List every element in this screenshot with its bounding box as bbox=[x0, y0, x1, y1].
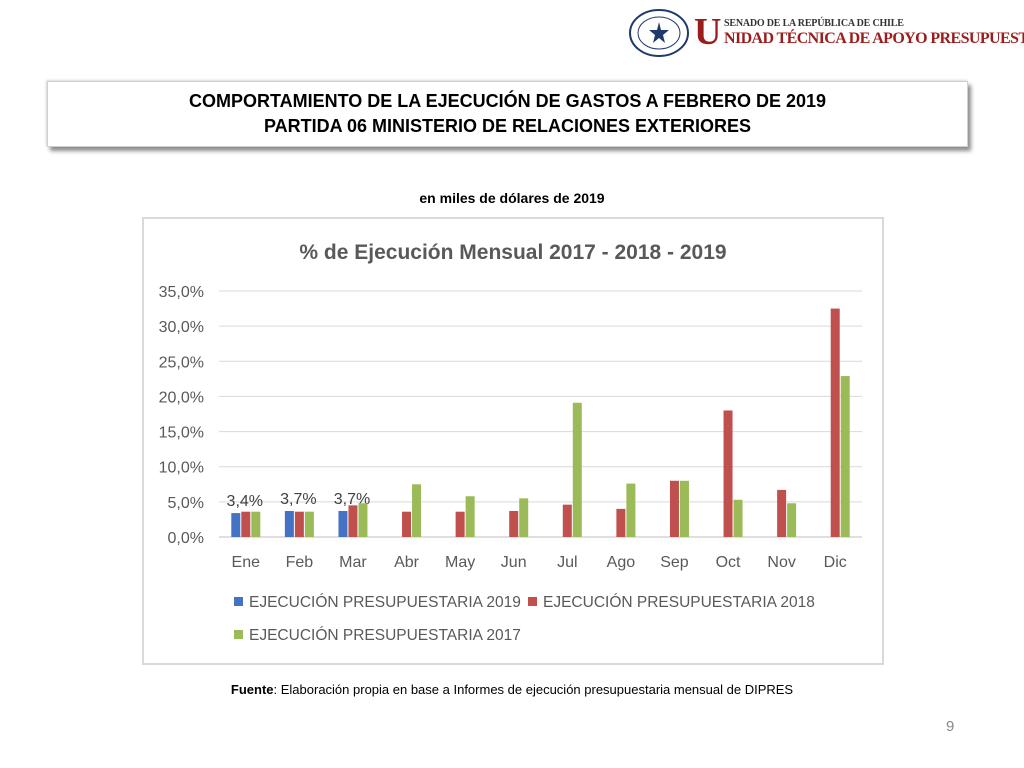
bar bbox=[669, 480, 679, 537]
bar bbox=[626, 483, 636, 537]
brand-main-text: NIDAD TÉCNICA DE APOYO PRESUPUESTARIO bbox=[724, 30, 1024, 47]
bar bbox=[284, 510, 294, 537]
x-tick-label: May bbox=[445, 554, 475, 571]
legend-swatch bbox=[528, 597, 537, 606]
legend-label: EJECUCIÓN PRESUPUESTARIA 2018 bbox=[543, 594, 815, 611]
x-tick-label: Feb bbox=[286, 554, 314, 571]
bar bbox=[412, 484, 422, 537]
bar-chart: % de Ejecución Mensual 2017 - 2018 - 201… bbox=[159, 241, 862, 644]
title-box: COMPORTAMIENTO DE LA EJECUCIÓN DE GASTOS… bbox=[47, 81, 968, 147]
bar bbox=[509, 510, 519, 537]
x-tick-label: Abr bbox=[394, 554, 420, 571]
bar bbox=[519, 498, 529, 537]
bar bbox=[338, 510, 348, 537]
bar bbox=[358, 503, 368, 537]
data-label: 3,4% bbox=[227, 493, 263, 510]
bar bbox=[294, 511, 304, 537]
y-tick-label: 0,0% bbox=[168, 530, 204, 547]
bar bbox=[777, 489, 787, 537]
x-tick-label: Nov bbox=[767, 554, 795, 571]
x-tick-label: Ene bbox=[232, 554, 261, 571]
y-tick-label: 10,0% bbox=[159, 460, 204, 477]
bar bbox=[830, 308, 840, 537]
legend-label: EJECUCIÓN PRESUPUESTARIA 2019 bbox=[249, 594, 521, 611]
page-subtitle-partida: PARTIDA 06 MINISTERIO DE RELACIONES EXTE… bbox=[263, 116, 752, 136]
bar bbox=[251, 511, 261, 537]
source-text: : Elaboración propia en base a Informes … bbox=[273, 682, 794, 697]
bar bbox=[562, 504, 572, 537]
bar bbox=[241, 511, 251, 537]
x-tick-label: Sep bbox=[660, 554, 689, 571]
page-title: COMPORTAMIENTO DE LA EJECUCIÓN DE GASTOS… bbox=[188, 91, 827, 111]
bar bbox=[679, 480, 689, 537]
bar bbox=[616, 508, 626, 537]
x-tick-label: Ago bbox=[607, 554, 636, 571]
bar bbox=[465, 496, 475, 537]
y-tick-label: 35,0% bbox=[159, 284, 204, 301]
page-number: 9 bbox=[946, 718, 955, 735]
x-tick-label: Jun bbox=[501, 554, 527, 571]
bar bbox=[402, 511, 412, 537]
bar bbox=[787, 503, 797, 537]
header-logo: U SENADO DE LA REPÚBLICA DE CHILE NIDAD … bbox=[628, 8, 1024, 58]
bar bbox=[572, 402, 582, 537]
legend-label: EJECUCIÓN PRESUPUESTARIA 2017 bbox=[249, 627, 521, 644]
y-tick-label: 25,0% bbox=[159, 354, 204, 371]
source-label: Fuente bbox=[230, 682, 274, 697]
bar bbox=[304, 511, 314, 537]
y-tick-label: 5,0% bbox=[168, 495, 204, 512]
brand-top-text: SENADO DE LA REPÚBLICA DE CHILE bbox=[724, 18, 904, 29]
x-tick-label: Jul bbox=[557, 554, 577, 571]
data-label: 3,7% bbox=[280, 491, 316, 508]
source-note: Fuente: Elaboración propia en base a Inf… bbox=[0, 682, 1024, 697]
x-tick-label: Dic bbox=[824, 554, 847, 571]
bar bbox=[733, 499, 743, 537]
units-note: en miles de dólares de 2019 bbox=[419, 190, 605, 206]
senado-seal-icon bbox=[629, 9, 689, 57]
chart-title: % de Ejecución Mensual 2017 - 2018 - 201… bbox=[299, 241, 726, 264]
bar bbox=[840, 376, 850, 537]
legend-swatch bbox=[234, 597, 243, 606]
chart-frame: % de Ejecución Mensual 2017 - 2018 - 201… bbox=[142, 217, 884, 665]
y-tick-label: 15,0% bbox=[159, 425, 204, 442]
bar bbox=[723, 410, 733, 537]
bar bbox=[455, 511, 465, 537]
bar bbox=[348, 505, 358, 537]
bar bbox=[231, 513, 241, 537]
x-tick-label: Oct bbox=[716, 554, 741, 571]
brand-initial: U bbox=[694, 11, 722, 53]
x-tick-label: Mar bbox=[339, 554, 367, 571]
legend-swatch bbox=[234, 630, 243, 639]
y-tick-label: 30,0% bbox=[159, 319, 204, 336]
y-tick-label: 20,0% bbox=[159, 389, 204, 406]
